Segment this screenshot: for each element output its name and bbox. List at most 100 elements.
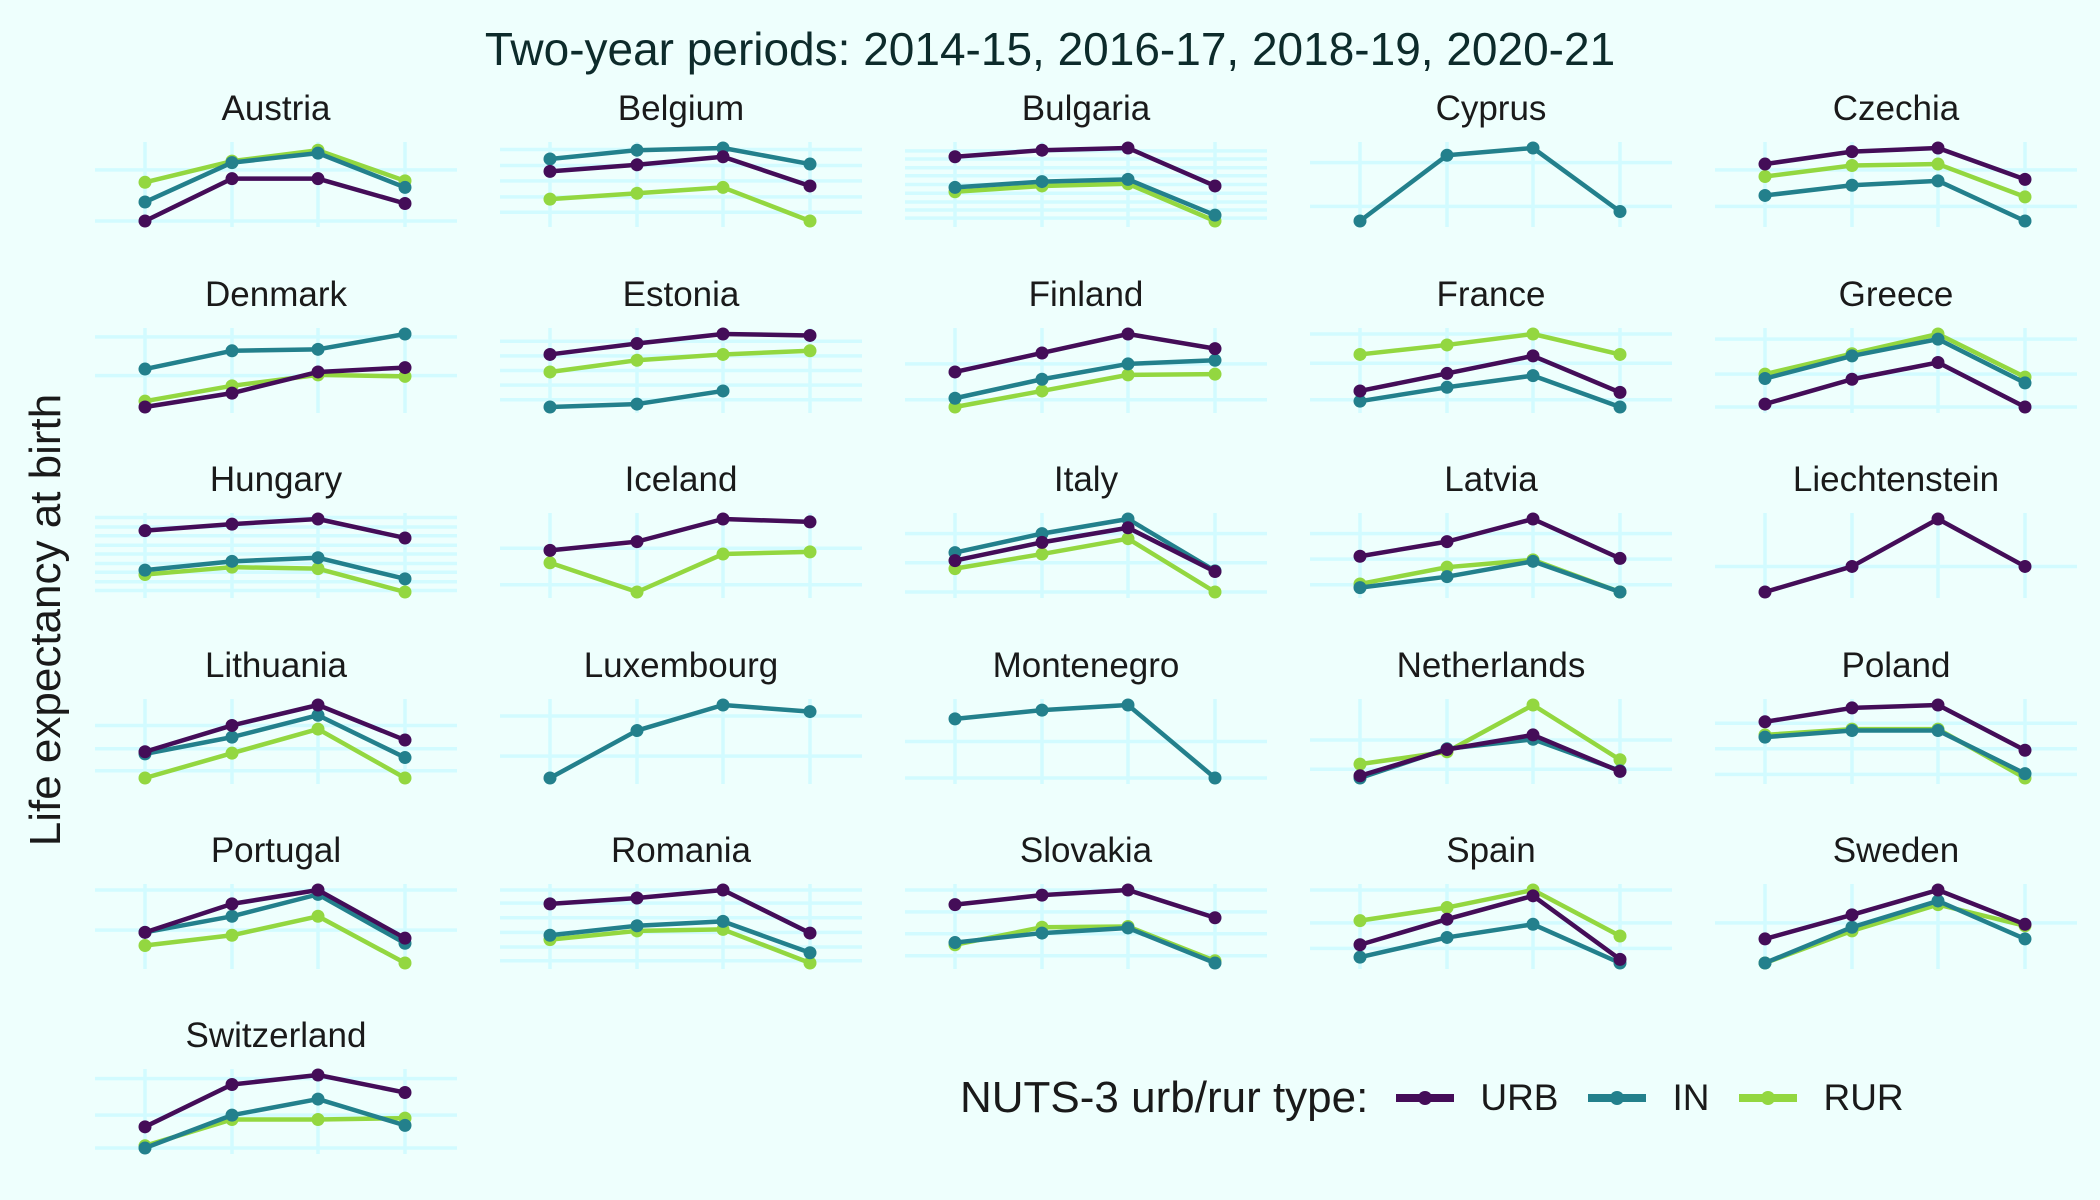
segment-urb-2 (1530, 732, 1623, 774)
segment-rur-2 (720, 185, 813, 224)
segment-urb-2 (1125, 525, 1218, 574)
segment-urb-0 (952, 892, 1045, 907)
series-in-finland (948, 353, 1222, 405)
point-urb-0 (1353, 384, 1367, 398)
panel-title-spain: Spain (1446, 831, 1536, 870)
series-in-bulgaria (948, 172, 1222, 222)
point-in-0 (1353, 394, 1367, 408)
segment-urb-0 (1762, 149, 1855, 167)
segment-rur-2 (720, 927, 813, 966)
panel-title-slovakia: Slovakia (1020, 831, 1153, 870)
segment-urb-0 (1762, 564, 1855, 595)
point-urb-0 (1758, 585, 1772, 599)
point-rur-3 (1208, 367, 1222, 381)
segment-in-2 (720, 702, 813, 714)
point-in-1 (1440, 380, 1454, 394)
panel-cyprus: Cyprus (1310, 89, 1672, 228)
point-in-2 (716, 384, 730, 398)
panel-title-hungary: Hungary (210, 460, 343, 499)
legend: NUTS-3 urb/rur type: URB IN RUR (960, 1068, 1934, 1128)
point-in-3 (1208, 956, 1222, 970)
point-urb-2 (1526, 728, 1540, 742)
segment-in-0 (1762, 924, 1855, 966)
point-rur-3 (1208, 585, 1222, 599)
panel-luxembourg: Luxembourg (500, 646, 862, 785)
segment-rur-2 (1125, 181, 1218, 224)
segment-in-1 (634, 145, 726, 153)
point-urb-0 (138, 745, 152, 759)
segment-urb-2 (720, 516, 813, 525)
segment-in-0 (547, 147, 640, 162)
series-rur-austria (138, 143, 412, 189)
segment-in-1 (1039, 516, 1131, 536)
series-urb-denmark (138, 361, 412, 414)
series-in-czechia (1758, 174, 2032, 228)
point-urb-0 (138, 524, 152, 538)
point-in-0 (948, 712, 962, 726)
point-in-3 (1208, 208, 1222, 222)
panel-title-estonia: Estonia (623, 275, 740, 314)
point-urb-3 (398, 1086, 412, 1100)
series-urb-italy (948, 521, 1222, 579)
segment-in-1 (1444, 559, 1536, 579)
point-urb-0 (543, 543, 557, 557)
segment-rur-1 (634, 927, 726, 934)
series-rur-estonia (543, 344, 817, 379)
panel-title-portugal: Portugal (211, 831, 341, 870)
point-urb-3 (1613, 764, 1627, 778)
segment-rur-2 (720, 549, 813, 557)
point-in-1 (1845, 178, 1859, 192)
point-urb-2 (1121, 521, 1135, 535)
point-in-1 (1845, 349, 1859, 363)
segment-in-0 (952, 179, 1045, 190)
point-rur-0 (543, 365, 557, 379)
segment-in-1 (634, 702, 726, 733)
point-urb-3 (398, 531, 412, 545)
segment-urb-1 (634, 516, 726, 544)
point-in-2 (1526, 369, 1540, 383)
segment-in-1 (1849, 178, 1941, 188)
point-rur-2 (716, 547, 730, 561)
point-rur-2 (1121, 368, 1135, 382)
point-urb-2 (1931, 698, 1945, 712)
segment-urb-0 (952, 540, 1045, 563)
segment-in-1 (1039, 361, 1131, 382)
segment-rur-0 (952, 551, 1045, 571)
segment-in-2 (1935, 898, 2028, 942)
point-rur-0 (138, 175, 152, 189)
segment-urb-2 (315, 702, 408, 743)
panel-title-lithuania: Lithuania (205, 646, 348, 685)
point-in-3 (803, 157, 817, 171)
point-rur-1 (630, 353, 644, 367)
point-urb-1 (630, 535, 644, 549)
segment-urb-0 (1357, 371, 1450, 394)
segment-in-0 (1357, 574, 1450, 590)
segment-urb-2 (315, 176, 408, 206)
point-rur-3 (1613, 929, 1627, 943)
series-rur-belgium (543, 180, 817, 228)
panel-switzerland: Switzerland (95, 1016, 457, 1155)
segment-in-0 (952, 930, 1045, 945)
point-in-1 (225, 730, 239, 744)
segment-urb-0 (952, 350, 1045, 375)
point-urb-2 (1121, 327, 1135, 341)
panel-portugal: Portugal (95, 831, 457, 970)
segment-urb-1 (1039, 525, 1131, 545)
point-in-3 (803, 946, 817, 960)
point-rur-0 (1353, 914, 1367, 928)
point-urb-0 (1353, 549, 1367, 563)
segment-urb-1 (229, 887, 321, 907)
segment-rur-1 (229, 564, 321, 571)
point-rur-2 (716, 347, 730, 361)
series-rur-netherlands (1353, 698, 1627, 771)
panel-title-iceland: Iceland (625, 460, 738, 499)
segment-urb-2 (315, 365, 408, 375)
point-rur-1 (1440, 560, 1454, 574)
panel-france: France (1310, 275, 1672, 414)
point-in-1 (225, 554, 239, 568)
point-in-2 (1526, 141, 1540, 155)
point-rur-0 (543, 192, 557, 206)
panel-title-liechtenstein: Liechtenstein (1793, 460, 1999, 499)
segment-in-0 (1357, 153, 1450, 224)
point-in-2 (1121, 357, 1135, 371)
